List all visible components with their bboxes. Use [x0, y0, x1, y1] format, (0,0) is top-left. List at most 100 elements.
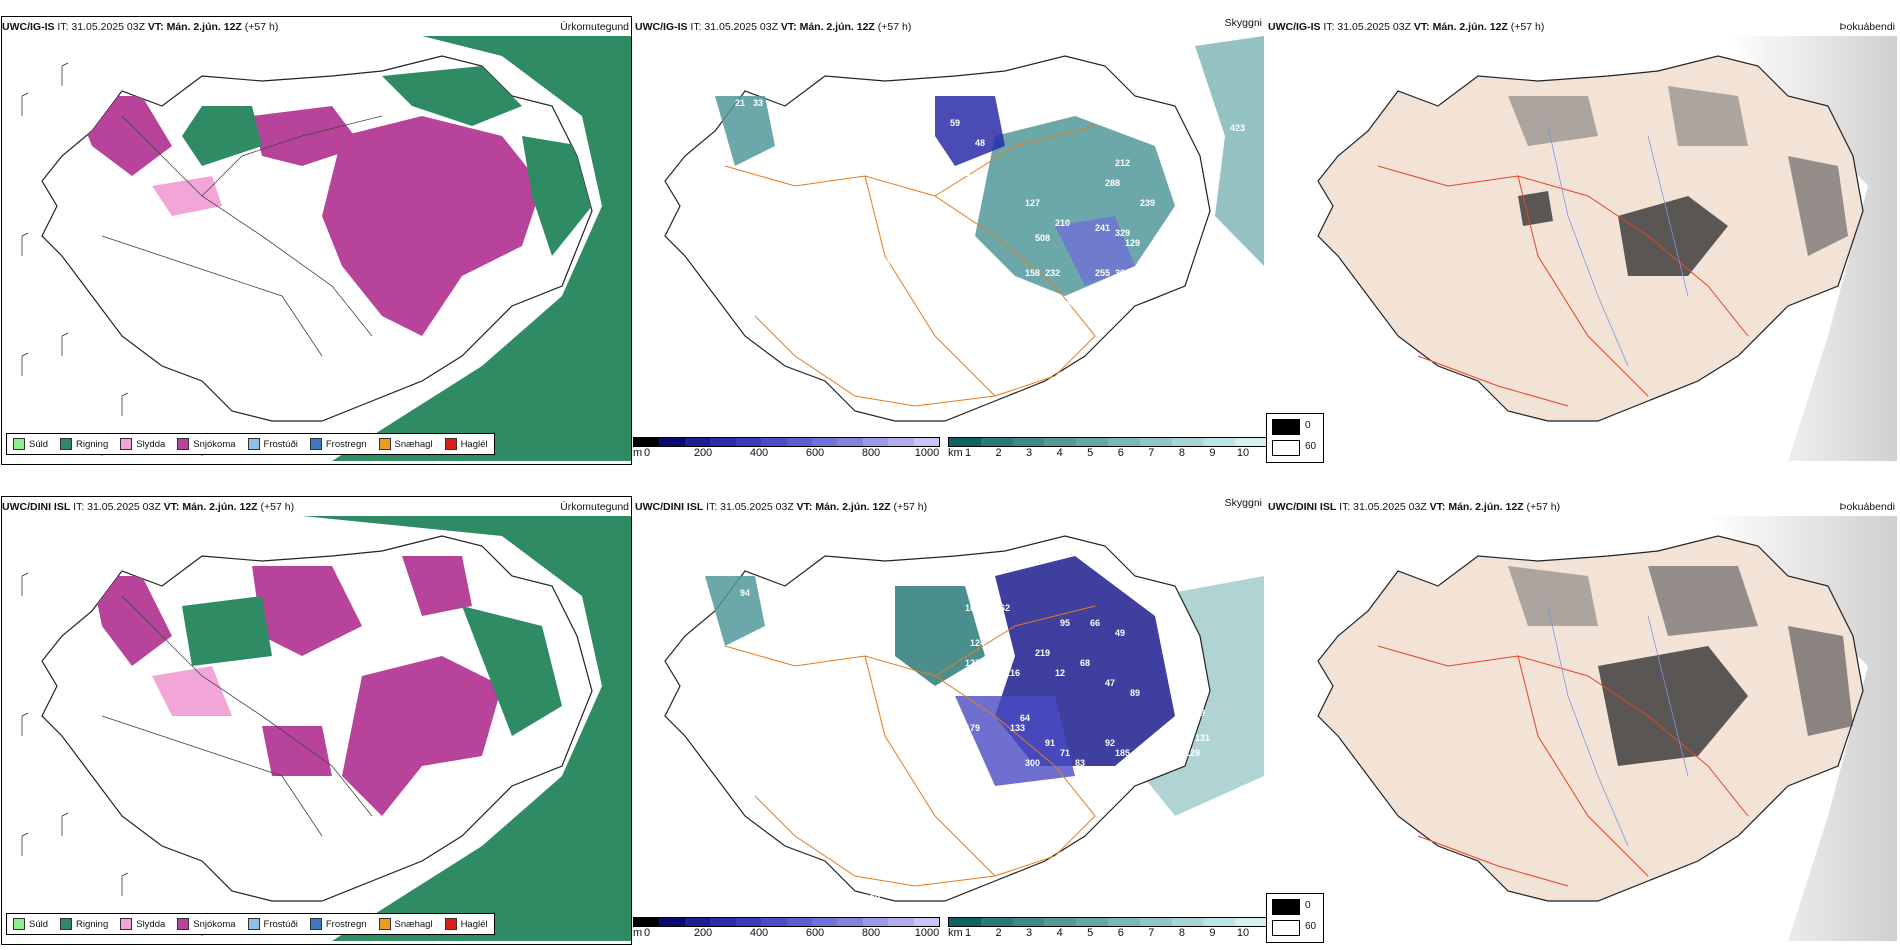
ceiling-visibility-panel-igis: UWC/IG-IS IT: 31.05.2025 03Z VT: Mán. 2.… [633, 0, 1268, 465]
ceiling-visibility-map: 21 33 33 226 87 98 78 59 48 478 101 184 158 232 210 241… [664, 36, 1264, 422]
legend-swatch [120, 438, 133, 450]
legend-swatch [13, 438, 25, 450]
ceiling-value-label: 98 [880, 258, 890, 268]
legend-swatch [309, 918, 322, 930]
ceiling-tick-label: 800 [861, 927, 881, 939]
ceiling-tick-label: 200 [693, 927, 713, 939]
fog-indicator-title: Þokuábendi [1839, 21, 1895, 33]
colorbar-segment [1171, 438, 1204, 446]
ceiling-colorbar-strip [633, 437, 940, 447]
ceiling-tick-label: 400 [749, 447, 769, 459]
legend-item-snow: Snjókoma [177, 438, 236, 450]
ceiling-value-label: 77 [1090, 88, 1100, 98]
ceiling-value-label: 288 [1105, 178, 1120, 188]
legend-item-graupel: Snæhagl [378, 438, 433, 450]
ceiling-value-label: 423 [1230, 123, 1245, 133]
visibility-tick-label: 1 [964, 447, 972, 459]
ceiling-value-label: 21 [735, 98, 745, 108]
ceiling-value-label: 91 [1045, 738, 1055, 748]
precip-type-map [2, 516, 631, 941]
legend-item-sleet: Slydda [120, 438, 165, 450]
ceiling-colorbar: m 0 200 400 600 800 1000 [633, 437, 940, 465]
colorbar-segment [1107, 438, 1140, 446]
legend-item-drizzle: Súld [13, 918, 48, 930]
colorbar-segment [1139, 438, 1172, 446]
ceiling-tick-label: 1000 [914, 447, 940, 459]
legend-swatch [378, 918, 391, 930]
ceiling-tick-label: 600 [805, 927, 825, 939]
colorbar-segment [1203, 918, 1236, 926]
ceiling-value-label: 124 [970, 638, 985, 648]
ceiling-value-label: 70 [780, 563, 790, 573]
ceiling-value-label: 48 [975, 138, 985, 148]
colorbar-segment [735, 438, 762, 446]
colorbar-segment [1076, 918, 1108, 926]
ceiling-value-label: 78 [855, 268, 865, 278]
colorbar-segment [761, 438, 787, 446]
legend-swatch [247, 438, 260, 450]
ceiling-value-label: 185 [1115, 748, 1130, 758]
fog-legend: 0 60 [1266, 893, 1324, 943]
panel-frame [1, 16, 632, 465]
visibility-colorbar: km 1 2 3 4 5 6 7 8 9 10 [948, 437, 1268, 465]
ceiling-value-label: 216 [1005, 668, 1020, 678]
ceiling-value-label: 508 [1035, 233, 1050, 243]
visibility-tick-label: 4 [1056, 927, 1063, 939]
ceiling-value-label: 68 [1080, 658, 1090, 668]
ceiling-value-label: 144 [1135, 758, 1150, 768]
colorbar-segment [1044, 918, 1077, 926]
precip-type-panel-dini: UWC/DINI ISL IT: 31.05.2025 03Z VT: Mán.… [0, 480, 633, 945]
ceiling-value-label: 300 [1025, 758, 1040, 768]
visibility-tick-label: 10 [1236, 927, 1250, 939]
ceiling-value-label: 33 [773, 146, 783, 156]
colorbar-segment [811, 438, 838, 446]
ceiling-value-label: 121 [815, 740, 830, 750]
precip-type-title: Úrkomutegund [560, 21, 629, 33]
ceiling-value-label: 49 [1195, 708, 1205, 718]
fog-indicator-panel-igis: UWC/IG-IS IT: 31.05.2025 03Z VT: Mán. 2.… [1266, 0, 1899, 465]
legend-swatch [444, 438, 457, 450]
visibility-tick-label: 8 [1178, 447, 1185, 459]
ceiling-value-label: 329 [1115, 228, 1130, 238]
legend-swatch [309, 438, 322, 450]
visibility-tick-label: 4 [1056, 447, 1063, 459]
ceiling-visibility-panel-dini: UWC/DINI ISL IT: 31.05.2025 03Z VT: Mán.… [633, 480, 1268, 945]
colorbar-segment [949, 918, 981, 926]
visibility-tick-label: 7 [1148, 927, 1155, 939]
colorbar-segment [786, 918, 812, 926]
ceiling-value-label: 89 [1130, 688, 1140, 698]
visibility-tick-label: 1 [964, 927, 972, 939]
visibility-tick-label: 6 [1117, 447, 1124, 459]
ceiling-value-label: 78 [985, 678, 995, 688]
panel-header: UWC/IG-IS IT: 31.05.2025 03Z VT: Mán. 2.… [1268, 21, 1545, 33]
colorbar-segment [980, 918, 1013, 926]
legend-swatch [60, 918, 73, 930]
colorbar-segment [1012, 918, 1045, 926]
legend-item-graupel: Snæhagl [378, 918, 433, 930]
panel-header: UWC/DINI ISL IT: 31.05.2025 03Z VT: Mán.… [635, 501, 928, 513]
fog-legend-swatch-light [1272, 920, 1300, 936]
colorbar-segment [684, 918, 711, 926]
visibility-tick-label: 9 [1209, 447, 1216, 459]
legend-swatch [247, 918, 260, 930]
ceiling-value-label: 186 [1155, 248, 1170, 258]
ceiling-value-label: 129 [1185, 748, 1200, 758]
ceiling-value-label: 87 [810, 228, 820, 238]
visibility-unit: km [948, 447, 963, 459]
panel-header: UWC/IG-IS IT: 31.05.2025 03Z VT: Mán. 2.… [635, 21, 912, 33]
colorbar-segment [1076, 438, 1108, 446]
ceiling-visibility-title: Skyggni [1224, 497, 1262, 509]
panel-header: UWC/DINI ISL IT: 31.05.2025 03Z VT: Mán.… [1268, 501, 1561, 513]
colorbar-segment [659, 438, 685, 446]
fog-indicator-map [1317, 36, 1897, 461]
ceiling-value-label: 302 [1115, 268, 1130, 278]
ceiling-value-label: 49 [1115, 628, 1125, 638]
legend-swatch [13, 918, 25, 930]
ceiling-tick-label: 600 [805, 447, 825, 459]
visibility-tick-label: 7 [1148, 447, 1155, 459]
legend-item-hail: Haglél [444, 438, 488, 450]
ceiling-value-label: 47 [1105, 678, 1115, 688]
ceiling-value-label: 150 [865, 893, 880, 903]
visibility-tick-label: 2 [995, 447, 1002, 459]
fog-legend-low: 0 [1305, 900, 1311, 911]
